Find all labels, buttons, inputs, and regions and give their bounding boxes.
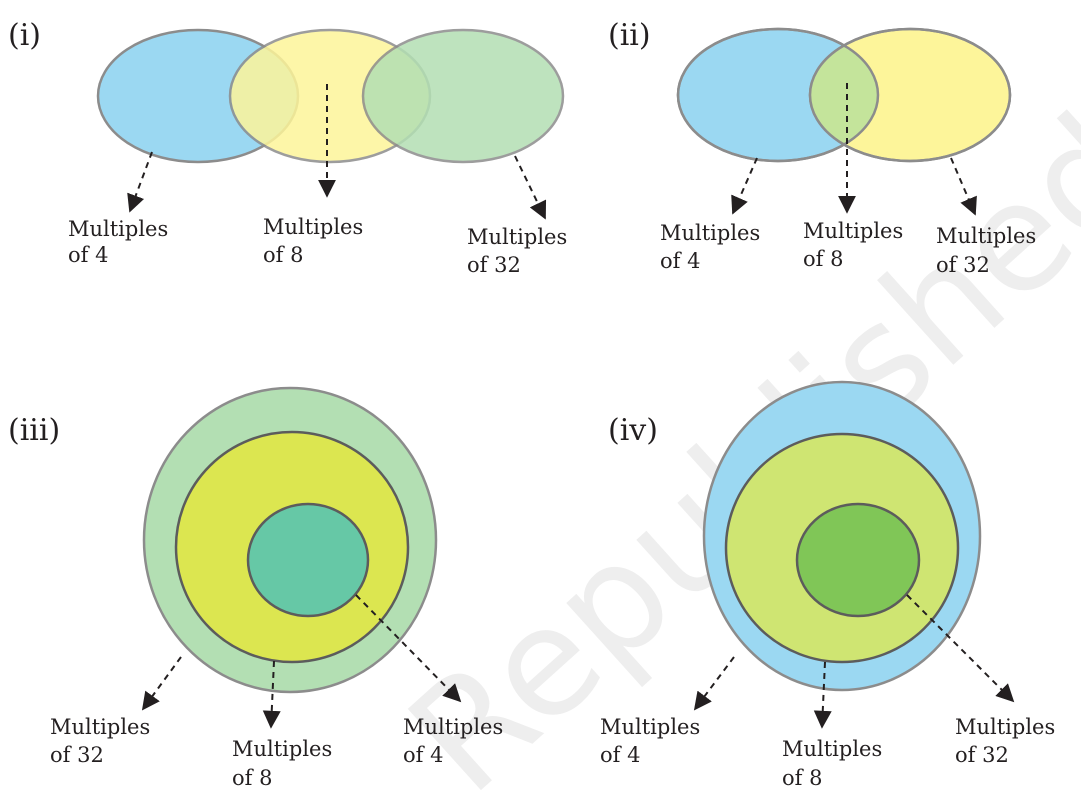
set-iv-multiples-of-32	[795, 502, 921, 618]
arrow-ii-4	[731, 157, 758, 215]
arrow-i-32	[514, 155, 547, 220]
arrow-iv-4	[693, 656, 735, 711]
label-iv-4: Multiples of 4	[600, 715, 707, 767]
panel-label-i: (i)	[8, 18, 41, 53]
set-i-multiples-of-32	[361, 28, 565, 164]
arrow-iii-8	[262, 660, 281, 729]
panel-label-iii: (iii)	[8, 413, 60, 448]
panel-i: (i) Multiples of 4 Multiples of 8 Multip…	[8, 18, 574, 277]
arrow-iii-32	[141, 656, 182, 711]
label-ii-32: Multiples of 32	[936, 224, 1043, 277]
label-iv-8: Multiples of 8	[782, 737, 889, 790]
label-i-32: Multiples of 32	[467, 225, 574, 277]
label-iii-32: Multiples of 32	[50, 715, 157, 767]
label-iii-4: Multiples of 4	[403, 715, 510, 767]
outline-ii-left	[676, 27, 880, 163]
label-iv-32: Multiples of 32	[955, 715, 1062, 767]
label-i-8: Multiples of 8	[263, 215, 370, 267]
arrow-iv-32	[906, 594, 1015, 703]
label-ii-4: Multiples of 4	[660, 221, 767, 273]
watermark-text: Republished	[378, 82, 1081, 800]
panel-iii: (iii) Multiples of 32 Multiples of 8 Mul…	[8, 386, 510, 790]
outline-ii-right	[808, 27, 1012, 163]
label-i-4: Multiples of 4	[68, 217, 175, 267]
panel-iv: (iv) Multiples of 4 Multiples of 8 Multi…	[600, 380, 1062, 790]
panel-ii: (ii) Multiples of 4 Multiples of 8 Multi…	[608, 18, 1043, 277]
arrow-i-4	[127, 151, 153, 213]
set-iii-multiples-of-4	[246, 502, 370, 618]
label-ii-8: Multiples of 8	[803, 219, 910, 271]
arrow-iii-4	[355, 594, 462, 703]
panel-label-iv: (iv)	[608, 413, 658, 448]
set-ii-multiples-of-8	[810, 45, 878, 145]
label-iii-8: Multiples of 8	[232, 737, 339, 790]
panel-label-ii: (ii)	[608, 18, 651, 53]
